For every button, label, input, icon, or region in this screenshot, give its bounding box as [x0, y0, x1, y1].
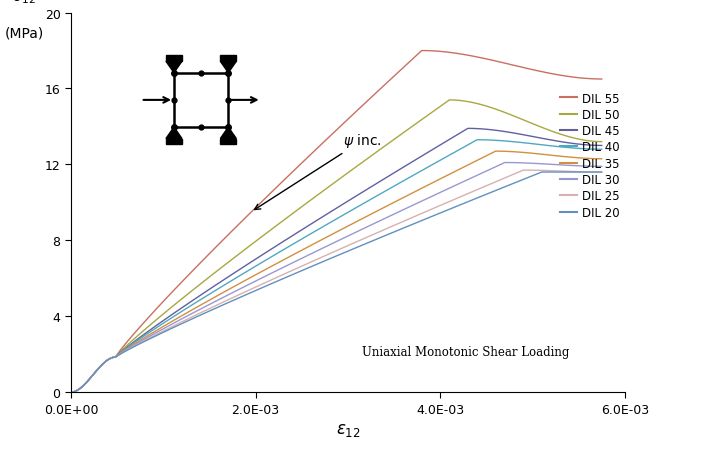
DIL 25	[519, 168, 528, 174]
DIL 45	[92, 368, 101, 373]
Line: DIL 25: DIL 25	[71, 171, 601, 392]
DIL 45	[67, 390, 75, 395]
DIL 30	[528, 161, 536, 166]
DIL 20	[92, 368, 101, 373]
DIL 20	[537, 170, 546, 175]
DIL 55	[510, 64, 519, 69]
Line: DIL 35: DIL 35	[71, 152, 601, 392]
Line: DIL 45: DIL 45	[71, 129, 601, 392]
DIL 30	[597, 164, 606, 170]
DIL 35	[92, 368, 101, 373]
DIL 35	[311, 241, 320, 246]
DIL 50	[67, 390, 75, 395]
DIL 55	[591, 77, 600, 83]
DIL 20	[569, 170, 577, 175]
DIL 20	[597, 170, 606, 175]
DIL 25	[92, 368, 101, 373]
DIL 50	[445, 98, 454, 103]
DIL 40	[301, 235, 310, 240]
DIL 40	[67, 390, 75, 395]
DIL 45	[532, 135, 541, 141]
DIL 25	[559, 169, 568, 175]
DIL 50	[487, 106, 496, 111]
Line: DIL 55: DIL 55	[71, 51, 601, 392]
DIL 25	[540, 168, 549, 174]
DIL 35	[594, 156, 602, 162]
Line: DIL 20: DIL 20	[71, 173, 601, 392]
Line: DIL 40: DIL 40	[71, 140, 601, 392]
DIL 50	[92, 368, 101, 373]
DIL 55	[106, 356, 115, 361]
Line: DIL 30: DIL 30	[71, 163, 601, 392]
DIL 20	[106, 356, 115, 361]
DIL 40	[597, 147, 606, 152]
DIL 55	[67, 390, 75, 395]
DIL 30	[106, 356, 115, 361]
DIL 45	[597, 143, 606, 149]
DIL 20	[554, 170, 562, 175]
DIL 25	[67, 390, 75, 395]
DIL 45	[106, 356, 115, 361]
DIL 50	[524, 120, 532, 125]
Text: Uniaxial Monotonic Shear Loading: Uniaxial Monotonic Shear Loading	[361, 345, 569, 358]
DIL 30	[92, 368, 101, 373]
DIL 30	[501, 161, 509, 166]
DIL 45	[501, 129, 509, 135]
DIL 25	[325, 251, 334, 257]
DIL 40	[593, 147, 601, 152]
DIL 30	[594, 164, 603, 170]
DIL 30	[67, 390, 75, 395]
X-axis label: $\varepsilon_{12}$: $\varepsilon_{12}$	[336, 420, 360, 438]
DIL 35	[597, 156, 606, 162]
DIL 55	[92, 368, 101, 373]
DIL 45	[464, 126, 472, 132]
DIL 30	[316, 247, 324, 253]
DIL 35	[491, 149, 500, 155]
DIL 40	[92, 368, 101, 373]
DIL 55	[272, 185, 280, 191]
DIL 25	[106, 356, 115, 361]
DIL 25	[597, 170, 606, 175]
Text: $\psi$ inc.: $\psi$ inc.	[255, 132, 382, 210]
DIL 45	[593, 143, 601, 149]
DIL 35	[520, 151, 529, 156]
Line: DIL 50: DIL 50	[71, 101, 601, 392]
DIL 30	[551, 162, 559, 168]
DIL 55	[467, 54, 476, 60]
DIL 20	[596, 170, 604, 175]
DIL 40	[106, 356, 115, 361]
DIL 20	[335, 253, 344, 258]
DIL 50	[287, 212, 295, 218]
Text: (MPa): (MPa)	[4, 26, 43, 40]
DIL 50	[597, 140, 606, 145]
Text: $\sigma_{12}$: $\sigma_{12}$	[12, 0, 36, 6]
DIL 35	[106, 356, 115, 361]
DIL 25	[595, 170, 604, 175]
DIL 45	[296, 228, 305, 234]
DIL 35	[546, 153, 555, 158]
DIL 35	[67, 390, 75, 395]
DIL 55	[417, 49, 426, 54]
DIL 50	[592, 139, 601, 145]
DIL 40	[507, 139, 515, 145]
DIL 20	[67, 390, 75, 395]
Legend: DIL 55, DIL 50, DIL 45, DIL 40, DIL 35, DIL 30, DIL 25, DIL 20: DIL 55, DIL 50, DIL 45, DIL 40, DIL 35, …	[555, 87, 624, 224]
DIL 40	[537, 143, 546, 148]
DIL 50	[106, 356, 115, 361]
DIL 55	[597, 77, 606, 83]
DIL 40	[473, 138, 481, 143]
